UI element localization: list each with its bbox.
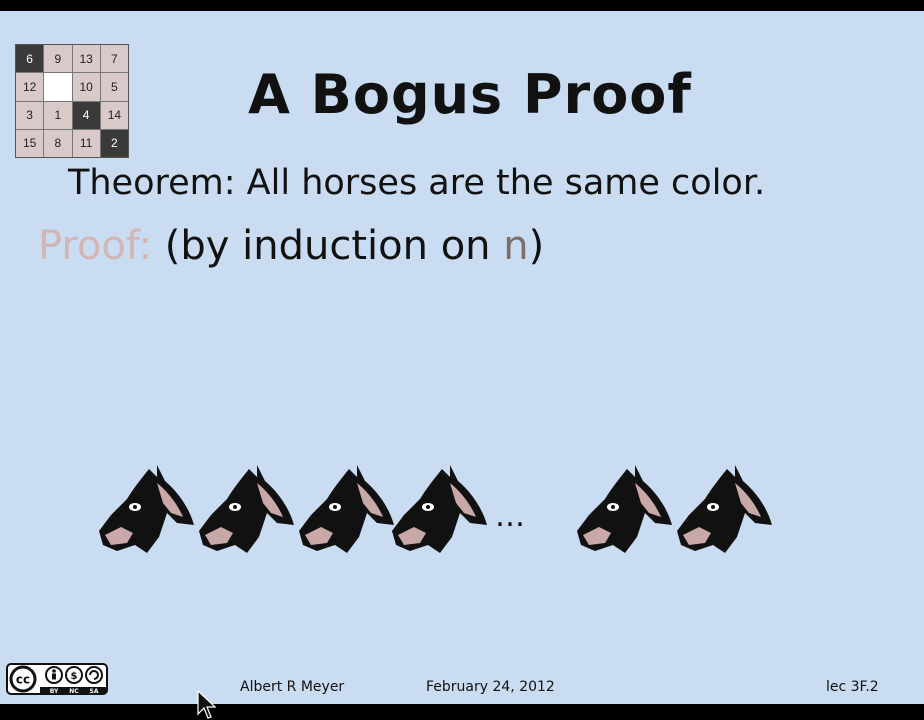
fifteen-puzzle-logo: 6 9 13 7 12 10 5 3 1 4 14 15 8 11 2 <box>15 44 129 158</box>
license-mark-nc: NC <box>69 688 79 695</box>
puzzle-tile: 4 <box>72 101 100 129</box>
puzzle-tile: 6 <box>16 45 44 73</box>
mouse-pointer-icon <box>197 690 216 719</box>
puzzle-tile-empty <box>44 73 72 101</box>
horse-head-icon <box>577 465 672 553</box>
puzzle-tile: 13 <box>72 45 100 73</box>
svg-text:cc: cc <box>16 673 30 687</box>
puzzle-tile: 15 <box>16 129 44 157</box>
horse-head-icon <box>299 465 394 553</box>
footer-date: February 24, 2012 <box>426 679 555 695</box>
puzzle-tile: 8 <box>44 129 72 157</box>
slide-title: A Bogus Proof <box>248 63 692 126</box>
theorem-statement: Theorem: All horses are the same color. <box>68 163 766 203</box>
puzzle-tile: 2 <box>100 129 128 157</box>
proof-method-prefix: (by induction on <box>152 223 504 269</box>
puzzle-tile: 10 <box>72 73 100 101</box>
proof-label: Proof: <box>38 223 153 269</box>
footer-lecture-id: lec 3F.2 <box>826 679 879 695</box>
puzzle-tile: 11 <box>72 129 100 157</box>
puzzle-tile: 5 <box>100 73 128 101</box>
induction-variable: n <box>503 223 529 269</box>
license-mark-sa: SA <box>90 688 99 695</box>
proof-line: Proof: (by induction on n) <box>38 223 544 269</box>
puzzle-tile: 7 <box>100 45 128 73</box>
svg-text:$: $ <box>71 671 78 682</box>
horse-row <box>97 463 797 553</box>
puzzle-tile: 12 <box>16 73 44 101</box>
footer-author: Albert R Meyer <box>240 679 345 695</box>
puzzle-tile: 1 <box>44 101 72 129</box>
horse-head-icon <box>199 465 294 553</box>
horse-head-icon <box>677 465 772 553</box>
puzzle-tile: 9 <box>44 45 72 73</box>
horse-head-icon <box>392 465 487 553</box>
horse-ellipsis: … <box>495 499 526 534</box>
license-mark-by: BY <box>50 688 59 695</box>
puzzle-tile: 3 <box>16 101 44 129</box>
slide: 6 9 13 7 12 10 5 3 1 4 14 15 8 11 2 A Bo… <box>0 11 924 704</box>
proof-method-suffix: ) <box>528 223 545 269</box>
horse-head-icon <box>99 465 194 553</box>
puzzle-tile: 14 <box>100 101 128 129</box>
creative-commons-icon: cc $ BY NC SA <box>6 663 108 695</box>
